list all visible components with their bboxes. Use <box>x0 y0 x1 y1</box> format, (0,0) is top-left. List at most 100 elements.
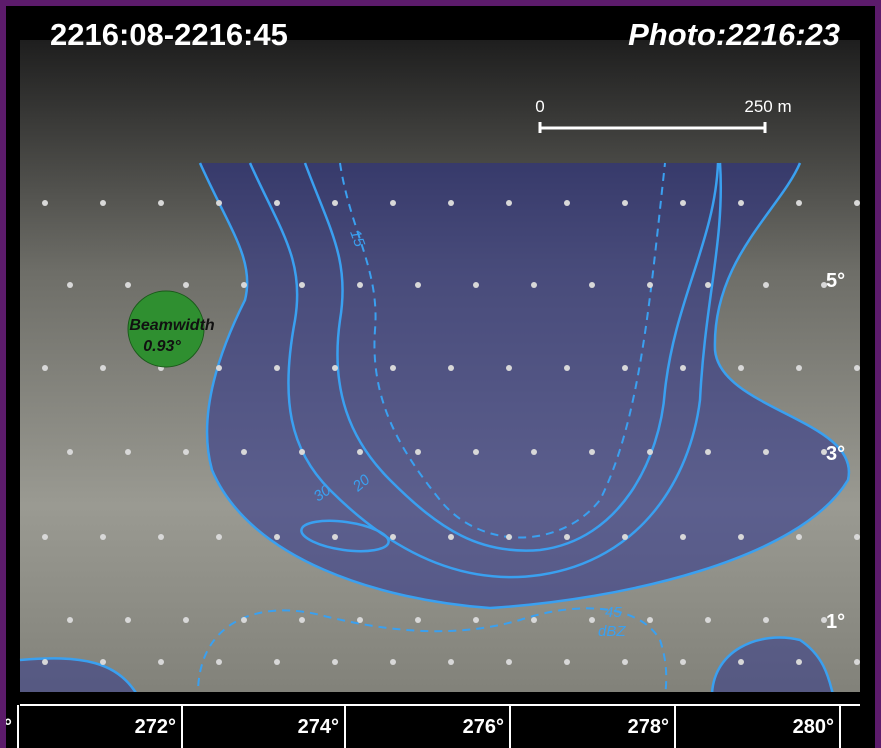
ground <box>20 692 860 705</box>
dot <box>821 282 827 288</box>
azimuth-label: 274° <box>298 716 339 738</box>
dot <box>763 617 769 623</box>
beam-title: Beamwidth <box>129 317 215 334</box>
dot <box>473 282 479 288</box>
dot <box>448 659 454 665</box>
dot <box>216 659 222 665</box>
dot <box>125 449 131 455</box>
dot <box>100 534 106 540</box>
dot <box>390 534 396 540</box>
dot <box>796 365 802 371</box>
dot <box>100 659 106 665</box>
dot <box>448 534 454 540</box>
dot <box>589 282 595 288</box>
photo-time: Photo:2216:23 <box>628 17 840 52</box>
dot <box>854 200 860 206</box>
dot <box>415 449 421 455</box>
dot <box>564 659 570 665</box>
dot <box>299 617 305 623</box>
dot <box>647 449 653 455</box>
dot <box>299 449 305 455</box>
dot <box>622 534 628 540</box>
dot <box>183 449 189 455</box>
radar-echo <box>711 637 835 700</box>
dot <box>705 282 711 288</box>
dot <box>680 200 686 206</box>
dot <box>647 617 653 623</box>
dot <box>415 617 421 623</box>
dot <box>357 449 363 455</box>
dot <box>448 200 454 206</box>
scale-bar: 0 250 m <box>535 97 792 133</box>
dot <box>705 617 711 623</box>
dot <box>622 365 628 371</box>
dot <box>125 617 131 623</box>
dot <box>763 449 769 455</box>
dot <box>241 449 247 455</box>
dot <box>738 365 744 371</box>
elevation-label: 3° <box>826 443 845 465</box>
dot <box>183 617 189 623</box>
dot <box>415 282 421 288</box>
elevation-label: 5° <box>826 270 845 292</box>
dot <box>796 200 802 206</box>
radar-echo <box>20 658 140 700</box>
dot <box>100 200 106 206</box>
dot <box>390 659 396 665</box>
dot <box>473 449 479 455</box>
dot <box>158 200 164 206</box>
dot <box>705 449 711 455</box>
dot <box>821 449 827 455</box>
dot <box>216 534 222 540</box>
dot <box>158 534 164 540</box>
dot <box>42 365 48 371</box>
azimuth-label: 280° <box>793 716 834 738</box>
dot <box>506 200 512 206</box>
dot <box>506 659 512 665</box>
dot <box>216 200 222 206</box>
dot <box>42 200 48 206</box>
grid-dots <box>42 200 860 665</box>
dot <box>42 659 48 665</box>
dot <box>125 282 131 288</box>
dot <box>796 534 802 540</box>
azimuth-label: 278° <box>628 716 669 738</box>
dot <box>299 282 305 288</box>
contour-label: dBZ <box>598 623 626 640</box>
dot <box>448 365 454 371</box>
dot <box>42 534 48 540</box>
time-range: 2216:08-2216:45 <box>50 17 288 52</box>
dot <box>67 282 73 288</box>
dot <box>796 659 802 665</box>
elevation-label: 1° <box>826 611 845 633</box>
azimuth-label: 276° <box>463 716 504 738</box>
dot <box>67 449 73 455</box>
contour-label: 15 <box>346 228 368 250</box>
dot <box>680 659 686 665</box>
scale-start: 0 <box>535 97 544 116</box>
beam-circle <box>127 290 205 368</box>
dot <box>473 617 479 623</box>
dot <box>589 449 595 455</box>
dot <box>854 365 860 371</box>
dot <box>390 365 396 371</box>
dot <box>183 282 189 288</box>
dot <box>854 659 860 665</box>
beam-value: 0.93° <box>143 338 181 355</box>
dot <box>738 659 744 665</box>
dot <box>564 200 570 206</box>
dot <box>216 365 222 371</box>
scale-end: 250 m <box>744 97 791 116</box>
dot <box>531 282 537 288</box>
dot <box>357 617 363 623</box>
dot <box>100 365 106 371</box>
dot <box>564 365 570 371</box>
dot <box>506 534 512 540</box>
dot <box>647 282 653 288</box>
radar-echo <box>200 163 849 608</box>
dot <box>158 659 164 665</box>
dot <box>332 200 338 206</box>
scale-line <box>538 122 767 133</box>
beamwidth: Beamwidth 0.93° <box>127 290 215 368</box>
